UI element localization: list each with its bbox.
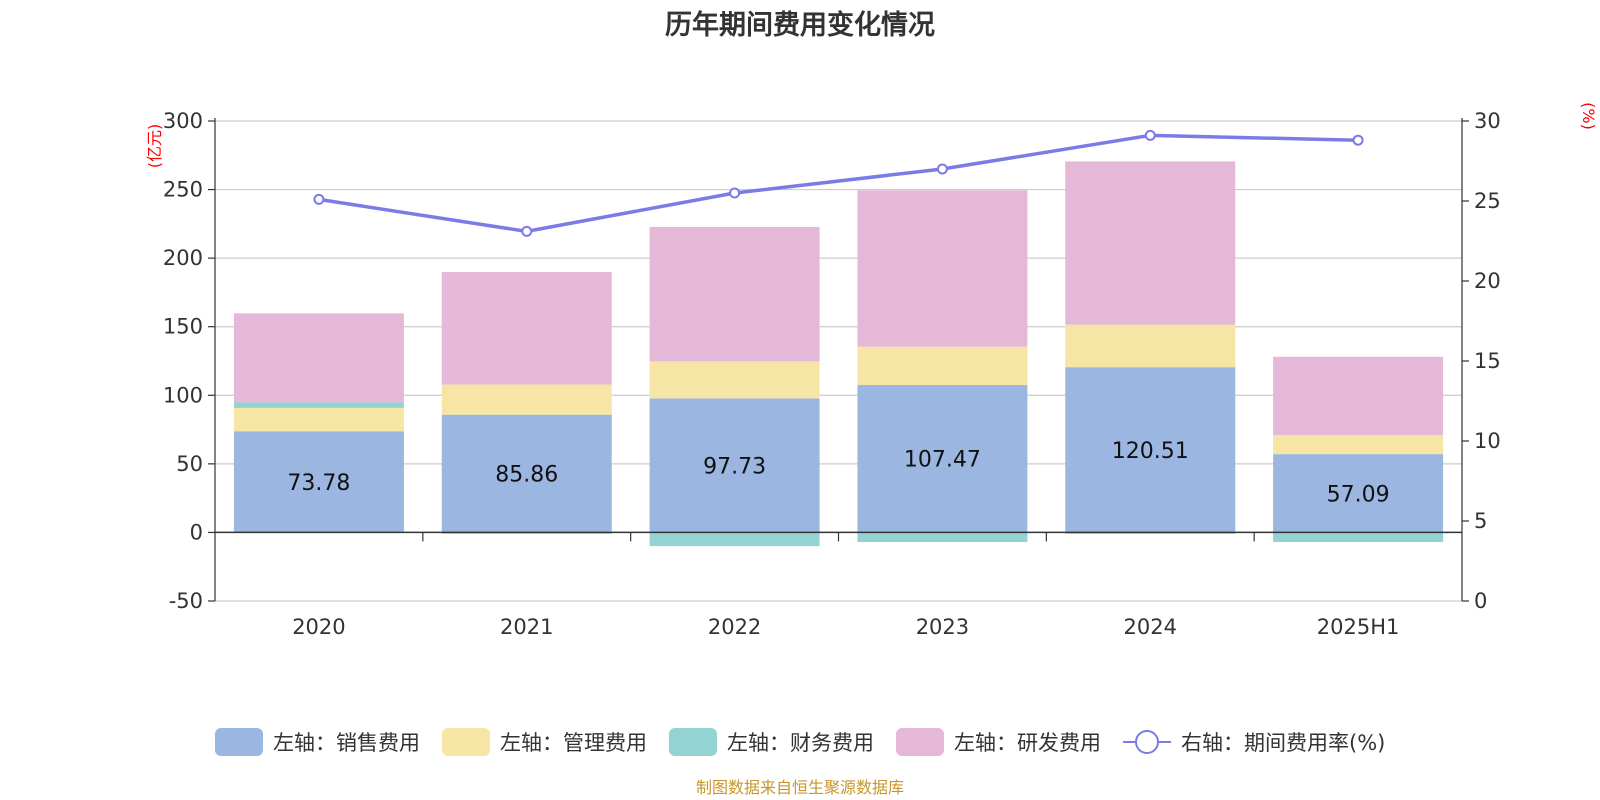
bar-data-label: 85.86 xyxy=(495,463,558,488)
bar-segment xyxy=(857,385,1028,533)
x-axis-tick-label: 2025H1 xyxy=(1317,615,1400,639)
left-axis-tick-label: 250 xyxy=(163,178,203,202)
bar-segment xyxy=(857,532,1028,543)
rate-line-point xyxy=(936,163,948,175)
left-axis-tick-label: 150 xyxy=(163,315,203,339)
left-axis-unit: (亿元) xyxy=(145,124,164,169)
legend: 左轴：销售费用 左轴：管理费用 左轴：财务费用 左轴：研发费用 右轴：期间费用率(%) xyxy=(215,728,1385,756)
bar-segment xyxy=(1065,367,1236,533)
legend-icon xyxy=(1135,730,1159,754)
chart-title: 历年期间费用变化情况 xyxy=(665,9,935,41)
bar-data-label: 120.51 xyxy=(1112,439,1189,464)
bar-segment xyxy=(233,402,404,408)
bar-segment xyxy=(857,346,1028,386)
bar-segment xyxy=(1273,454,1444,533)
rate-line-point xyxy=(729,187,741,199)
rate-line-point xyxy=(1144,129,1156,141)
right-axis-tick-label: 5 xyxy=(1474,509,1487,533)
bar-data-label: 97.73 xyxy=(703,454,766,479)
bar-segment xyxy=(649,532,820,547)
bar-segment xyxy=(649,398,820,533)
data-labels: 73.78 85.86 97.73 107.47 120.51 57.09 xyxy=(287,439,1389,507)
bar-segment xyxy=(441,384,612,415)
rate-line-path xyxy=(318,133,1359,234)
x-axis-tick-label: 2022 xyxy=(708,615,761,639)
right-axis-tick-label: 20 xyxy=(1474,269,1501,293)
bar-segment xyxy=(649,226,820,362)
rate-line-point xyxy=(313,193,325,205)
legend-swatch xyxy=(896,728,944,756)
legend-swatch xyxy=(442,728,490,756)
legend-swatch xyxy=(215,728,263,756)
left-axis-tick-label: 0 xyxy=(190,520,203,544)
bar-data-label: 107.47 xyxy=(904,448,981,473)
bar-segment xyxy=(1273,356,1444,435)
right-axis-tick-label: 25 xyxy=(1474,189,1501,213)
x-axis-tick-label: 2023 xyxy=(916,615,969,639)
bar-segment xyxy=(1065,161,1236,325)
rate-line-point xyxy=(1352,134,1364,146)
left-axis-tick-label: -50 xyxy=(169,589,203,613)
legend-label: 左轴：销售费用 xyxy=(273,731,420,755)
bar-segment xyxy=(857,190,1028,347)
bar-segment xyxy=(649,361,820,399)
x-axis-tick-label: 2020 xyxy=(292,615,345,639)
legend-label: 左轴：管理费用 xyxy=(500,731,647,755)
rate-line-point xyxy=(521,225,533,237)
bar-segment xyxy=(233,313,404,403)
right-axis-unit: (%) xyxy=(1579,102,1598,130)
x-axis-tick-label: 2024 xyxy=(1124,615,1177,639)
legend-label: 左轴：研发费用 xyxy=(954,731,1101,755)
rate-line xyxy=(313,129,1364,237)
bar-segment xyxy=(441,414,612,533)
bar-segment xyxy=(1065,324,1236,368)
bar-data-label: 57.09 xyxy=(1327,482,1390,507)
bar-segment xyxy=(1273,532,1444,543)
x-axis-tick-label: 2021 xyxy=(500,615,553,639)
left-axis-tick-label: 300 xyxy=(163,109,203,133)
bar-segment xyxy=(233,431,404,533)
right-axis-tick-label: 0 xyxy=(1474,589,1487,613)
bar-segment xyxy=(233,407,404,432)
left-axis-tick-label: 200 xyxy=(163,246,203,270)
right-axis-tick-label: 10 xyxy=(1474,429,1501,453)
legend-swatch xyxy=(669,728,717,756)
left-axis-tick-label: 100 xyxy=(163,383,203,407)
right-axis-tick-label: 30 xyxy=(1474,109,1501,133)
legend-label: 左轴：财务费用 xyxy=(727,731,874,755)
bars xyxy=(233,161,1444,547)
source-note: 制图数据来自恒生聚源数据库 xyxy=(696,778,904,797)
bar-data-label: 73.78 xyxy=(287,471,350,496)
bar-segment xyxy=(441,272,612,385)
right-axis-tick-label: 15 xyxy=(1474,349,1501,373)
left-axis-tick-label: 50 xyxy=(176,452,203,476)
legend-label: 右轴：期间费用率(%) xyxy=(1181,731,1385,755)
bar-segment xyxy=(1273,434,1444,455)
